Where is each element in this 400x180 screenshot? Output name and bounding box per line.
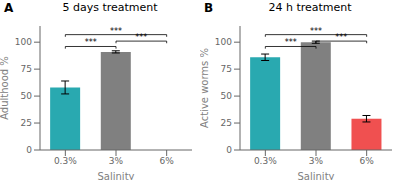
svg-text:0.3%: 0.3%	[54, 156, 77, 166]
svg-text:0.3%: 0.3%	[254, 156, 277, 166]
svg-text:***: ***	[335, 33, 347, 42]
svg-text:6%: 6%	[360, 156, 375, 166]
svg-text:6%: 6%	[160, 156, 175, 166]
svg-text:***: ***	[310, 27, 322, 36]
svg-text:***: ***	[285, 38, 297, 47]
html-text:5 days treatment: 5 days treatment	[62, 1, 158, 14]
svg-text:0: 0	[226, 145, 232, 155]
svg-text:***: ***	[135, 33, 147, 42]
svg-text:50: 50	[21, 91, 33, 101]
svg-text:Salinity: Salinity	[298, 171, 335, 180]
svg-text:25: 25	[221, 118, 232, 128]
html-text:B: B	[204, 1, 214, 15]
html-text:24 h treatment: 24 h treatment	[268, 1, 352, 14]
svg-text:100: 100	[15, 37, 32, 47]
svg-text:Adulthood %: Adulthood %	[8, 56, 10, 120]
svg-text:75: 75	[221, 64, 232, 74]
svg-text:3%: 3%	[309, 156, 324, 166]
svg-text:0: 0	[26, 145, 32, 155]
svg-text:25: 25	[21, 118, 32, 128]
svg-text:75: 75	[21, 64, 32, 74]
svg-text:***: ***	[110, 27, 122, 36]
svg-text:100: 100	[215, 37, 232, 47]
svg-text:Salinity: Salinity	[98, 171, 135, 180]
svg-text:***: ***	[85, 38, 97, 47]
svg-text:Active worms %: Active worms %	[200, 48, 210, 128]
svg-text:3%: 3%	[109, 156, 124, 166]
html-text:A: A	[4, 1, 14, 15]
svg-text:50: 50	[221, 91, 233, 101]
